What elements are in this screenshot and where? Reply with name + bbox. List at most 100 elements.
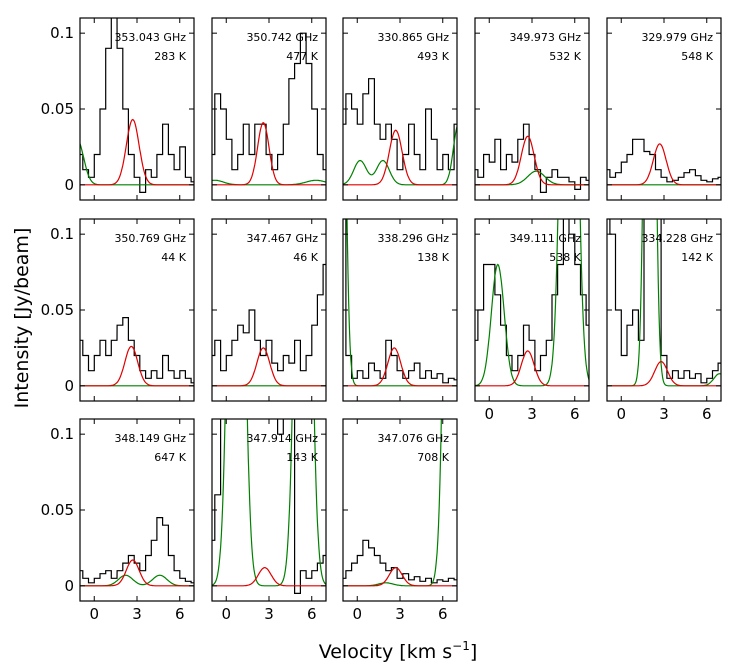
panel-temperature-label: 143 K — [286, 451, 318, 464]
y-tick-label: 0.1 — [50, 225, 74, 243]
panel-temperature-label: 44 K — [161, 251, 186, 264]
panel-frame — [211, 17, 327, 201]
red-fit-line — [475, 350, 589, 387]
x-tick-label: 6 — [307, 605, 317, 623]
panel-frame — [79, 218, 195, 402]
x-tick-label: 3 — [132, 605, 142, 623]
x-tick-label: 0 — [89, 605, 99, 623]
panel-frame — [342, 418, 458, 602]
x-tick-label: 6 — [175, 605, 185, 623]
red-fit-line — [343, 129, 457, 186]
x-tick-label: 6 — [702, 405, 712, 423]
red-fit-line — [212, 122, 326, 186]
panel-frame — [606, 218, 722, 402]
panel-plot-area — [343, 78, 457, 186]
red-fit-line — [80, 345, 194, 387]
x-axis-label-main: Velocity [km s — [319, 641, 452, 663]
panel-plot-area — [212, 32, 326, 186]
panel-frequency-label: 347.467 GHz — [246, 232, 318, 245]
observed-spectrum-line — [343, 78, 457, 171]
x-tick-label: 3 — [264, 605, 274, 623]
panel-frequency-label: 350.769 GHz — [114, 232, 186, 245]
panel-temperature-label: 548 K — [681, 50, 713, 63]
panel-temperature-label: 477 K — [286, 50, 318, 63]
observed-spectrum-line — [345, 219, 457, 384]
x-tick-label: 3 — [527, 405, 537, 423]
panel-temperature-label: 647 K — [154, 451, 186, 464]
panel-frame — [79, 17, 195, 201]
observed-spectrum-line — [80, 517, 194, 584]
panel-frequency-label: 350.742 GHz — [246, 31, 318, 44]
spectrum-panel: 0 3 6 334.228 GHz 142 K — [606, 218, 722, 423]
spectrum-panel: 347.467 GHz 46 K — [211, 218, 327, 402]
panel-temperature-label: 532 K — [549, 50, 581, 63]
observed-spectrum-line — [212, 263, 326, 372]
panel-frequency-label: 353.043 GHz — [114, 31, 186, 44]
green-fit-line — [80, 143, 194, 186]
x-tick-label: 0 — [221, 605, 231, 623]
panel-temperature-label: 493 K — [417, 50, 449, 63]
red-fit-line — [80, 118, 194, 186]
panel-temperature-label: 708 K — [417, 451, 449, 464]
observed-spectrum-line — [475, 219, 589, 372]
observed-spectrum-line — [80, 317, 194, 384]
spectrum-panel: 0 3 6 347.076 GHz 708 K — [342, 418, 458, 623]
panel-plot-area — [212, 419, 326, 594]
y-tick-label: 0.1 — [50, 425, 74, 443]
panel-frequency-label: 347.914 GHz — [246, 432, 318, 445]
panel-plot-area — [607, 138, 721, 186]
red-fit-line — [607, 360, 721, 387]
spectrum-panel: 0 3 6 349.111 GHz 538 K — [474, 218, 590, 423]
spectrum-panel: 0 3 6 347.914 GHz 143 K — [211, 418, 327, 623]
red-fit-line — [607, 143, 721, 186]
observed-spectrum-line — [475, 123, 589, 193]
green-fit-line — [80, 574, 194, 587]
spectrum-panel: 338.296 GHz 138 K — [342, 218, 458, 402]
panel-temperature-label: 46 K — [293, 251, 318, 264]
spectrum-panel: 0 0.05 0.1 350.769 GHz 44 K — [41, 218, 195, 402]
panel-frequency-label: 348.149 GHz — [114, 432, 186, 445]
panel-frequency-label: 329.979 GHz — [641, 31, 713, 44]
spectrum-panel: 330.865 GHz 493 K — [342, 17, 458, 201]
y-tick-label: 0.05 — [41, 501, 74, 519]
panel-frequency-label: 334.228 GHz — [641, 232, 713, 245]
y-tick-label: 0 — [64, 377, 74, 395]
panel-frequency-label: 347.076 GHz — [377, 432, 449, 445]
panel-plot-area — [475, 219, 589, 387]
x-tick-label: 0 — [616, 405, 626, 423]
x-tick-label: 6 — [570, 405, 580, 423]
green-fit-line — [475, 170, 589, 186]
observed-spectrum-line — [607, 138, 721, 183]
green-fit-line — [343, 126, 457, 186]
y-tick-label: 0.1 — [50, 24, 74, 42]
x-tick-label: 6 — [438, 605, 448, 623]
panel-frame — [79, 418, 195, 602]
panels-root: 0 0.05 0.1 353.043 GHz 283 K 350.742 GHz 477 K… — [41, 17, 722, 623]
panel-frame — [342, 17, 458, 201]
x-axis-label-end: ] — [470, 641, 477, 663]
red-fit-line — [343, 347, 457, 387]
observed-spectrum-line — [343, 539, 457, 584]
spectrum-panel: 350.742 GHz 477 K — [211, 17, 327, 201]
green-fit-line — [212, 179, 326, 186]
red-fit-line — [212, 347, 326, 387]
panel-plot-area — [607, 219, 721, 387]
panel-temperature-label: 538 K — [549, 251, 581, 264]
x-tick-label: 0 — [352, 605, 362, 623]
red-fit-line — [80, 559, 194, 587]
observed-spectrum-line — [212, 32, 326, 171]
observed-spectrum-line — [80, 18, 194, 193]
panel-frequency-label: 338.296 GHz — [377, 232, 449, 245]
green-fit-line — [475, 219, 589, 387]
panel-frequency-label: 349.973 GHz — [509, 31, 581, 44]
panel-frame — [606, 17, 722, 201]
panel-frequency-label: 349.111 GHz — [509, 232, 581, 245]
panel-temperature-label: 142 K — [681, 251, 713, 264]
panel-plot-area — [212, 263, 326, 387]
red-fit-line — [212, 566, 326, 587]
y-axis-label: Intensity [Jy/beam] — [11, 228, 33, 409]
red-fit-line — [343, 566, 457, 587]
panel-temperature-label: 138 K — [417, 251, 449, 264]
x-tick-label: 3 — [395, 605, 405, 623]
